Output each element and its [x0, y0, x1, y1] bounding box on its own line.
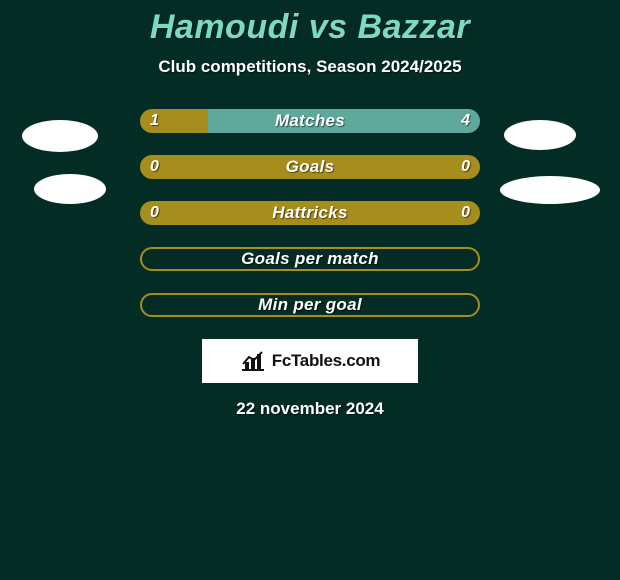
stat-bar: Goals per match: [140, 247, 480, 271]
stat-bar: 14Matches: [140, 109, 480, 133]
stat-label: Goals: [140, 157, 480, 177]
stat-bar: 00Goals: [140, 155, 480, 179]
stat-bar: 00Hattricks: [140, 201, 480, 225]
player-ellipse-left: [22, 120, 98, 152]
stat-bar: Min per goal: [140, 293, 480, 317]
player-ellipse-left: [34, 174, 106, 204]
brand-text: FcTables.com: [272, 351, 381, 371]
player-ellipse-right: [504, 120, 576, 150]
date-text: 22 november 2024: [0, 399, 620, 419]
brand-card: FcTables.com: [202, 339, 418, 383]
chart-icon: [240, 350, 266, 372]
stat-label: Goals per match: [142, 249, 478, 269]
comparison-infographic: Hamoudi vs Bazzar Club competitions, Sea…: [0, 0, 620, 580]
page-title: Hamoudi vs Bazzar: [0, 0, 620, 47]
stat-label: Min per goal: [142, 295, 478, 315]
player-ellipse-right: [500, 176, 600, 204]
stat-label: Hattricks: [140, 203, 480, 223]
stat-label: Matches: [140, 111, 480, 131]
subtitle: Club competitions, Season 2024/2025: [0, 57, 620, 77]
